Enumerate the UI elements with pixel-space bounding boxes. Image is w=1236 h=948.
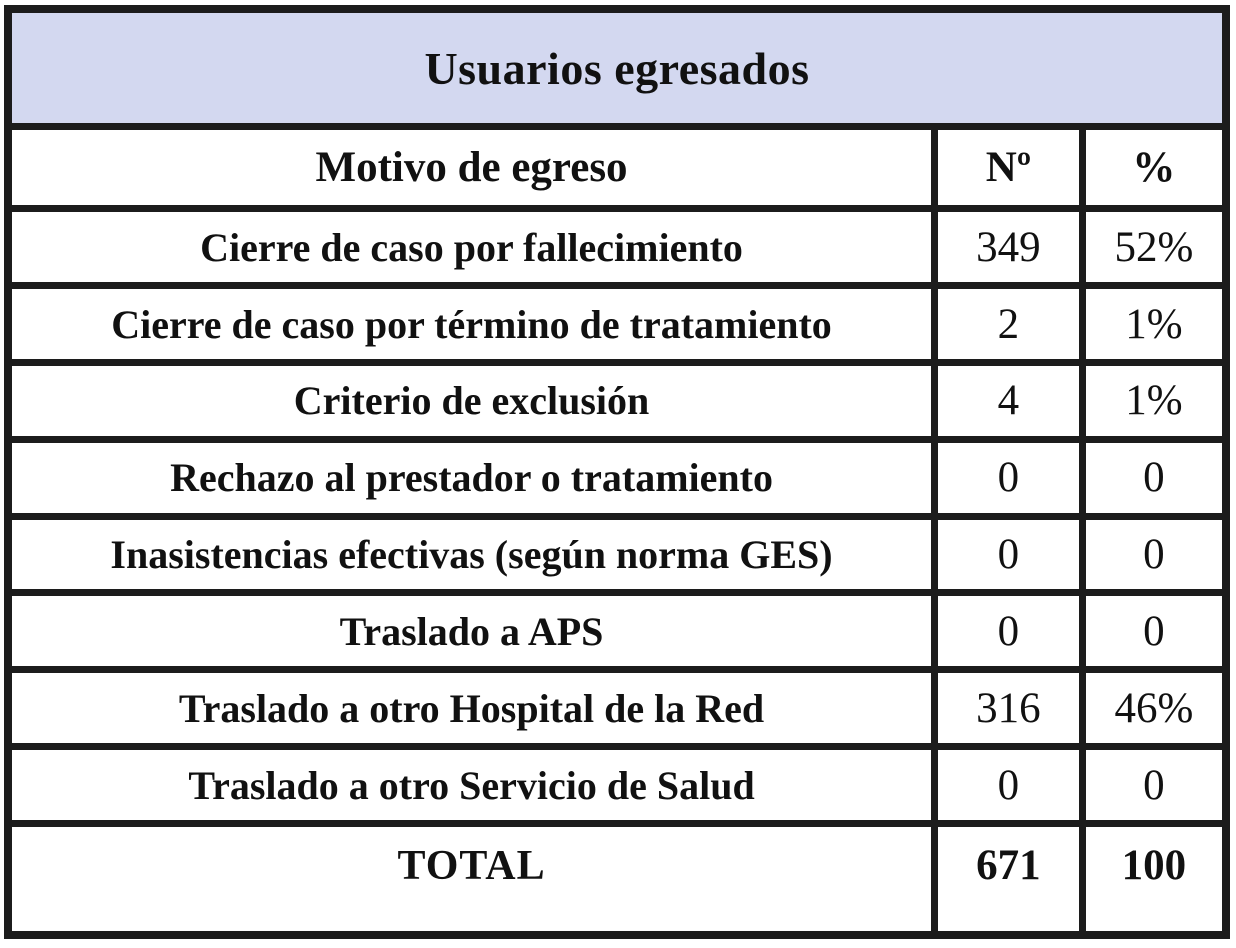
row-pct: 46% [1078, 666, 1230, 751]
row-pct: 0 [1078, 743, 1230, 827]
row-pct: 1% [1078, 282, 1230, 367]
row-pct: 0 [1078, 512, 1230, 597]
table-row: Traslado a otro Servicio de Salud 0 0 [4, 743, 1230, 827]
row-motivo: Traslado a otro Servicio de Salud [4, 743, 939, 827]
column-header-motivo: Motivo de egreso [4, 123, 939, 213]
row-pct: 0 [1078, 589, 1230, 674]
row-motivo: Cierre de caso por fallecimiento [4, 205, 939, 290]
row-motivo: Cierre de caso por término de tratamient… [4, 282, 939, 367]
column-header-pct: % [1078, 123, 1230, 213]
table-row: Cierre de caso por término de tratamient… [4, 282, 1230, 367]
table-total-row: TOTAL 671 100 [4, 819, 1230, 939]
table-header-row: Motivo de egreso Nº % [4, 123, 1230, 213]
column-header-n: Nº [931, 123, 1086, 213]
row-n: 0 [931, 589, 1086, 674]
row-n: 349 [931, 205, 1086, 290]
total-n: 671 [931, 819, 1086, 939]
total-label: TOTAL [4, 819, 939, 939]
row-motivo: Inasistencias efectivas (según norma GES… [4, 512, 939, 597]
row-motivo: Traslado a APS [4, 589, 939, 674]
table-row: Traslado a otro Hospital de la Red 316 4… [4, 666, 1230, 751]
row-n: 2 [931, 282, 1086, 367]
table-title: Usuarios egresados [4, 5, 1230, 131]
table-row: Rechazo al prestador o tratamiento 0 0 [4, 435, 1230, 520]
row-motivo: Traslado a otro Hospital de la Red [4, 666, 939, 751]
row-n: 0 [931, 512, 1086, 597]
table-row: Cierre de caso por fallecimiento 349 52% [4, 205, 1230, 290]
row-pct: 1% [1078, 359, 1230, 443]
table-title-row: Usuarios egresados [4, 5, 1230, 131]
row-n: 316 [931, 666, 1086, 751]
row-pct: 52% [1078, 205, 1230, 290]
row-n: 4 [931, 359, 1086, 443]
table-row: Traslado a APS 0 0 [4, 589, 1230, 674]
total-pct: 100 [1078, 819, 1230, 939]
row-pct: 0 [1078, 435, 1230, 520]
row-n: 0 [931, 743, 1086, 827]
row-n: 0 [931, 435, 1086, 520]
usuarios-egresados-table: Usuarios egresados Motivo de egreso Nº %… [4, 5, 1230, 939]
table-row: Criterio de exclusión 4 1% [4, 359, 1230, 443]
table-row: Inasistencias efectivas (según norma GES… [4, 512, 1230, 597]
row-motivo: Criterio de exclusión [4, 359, 939, 443]
row-motivo: Rechazo al prestador o tratamiento [4, 435, 939, 520]
